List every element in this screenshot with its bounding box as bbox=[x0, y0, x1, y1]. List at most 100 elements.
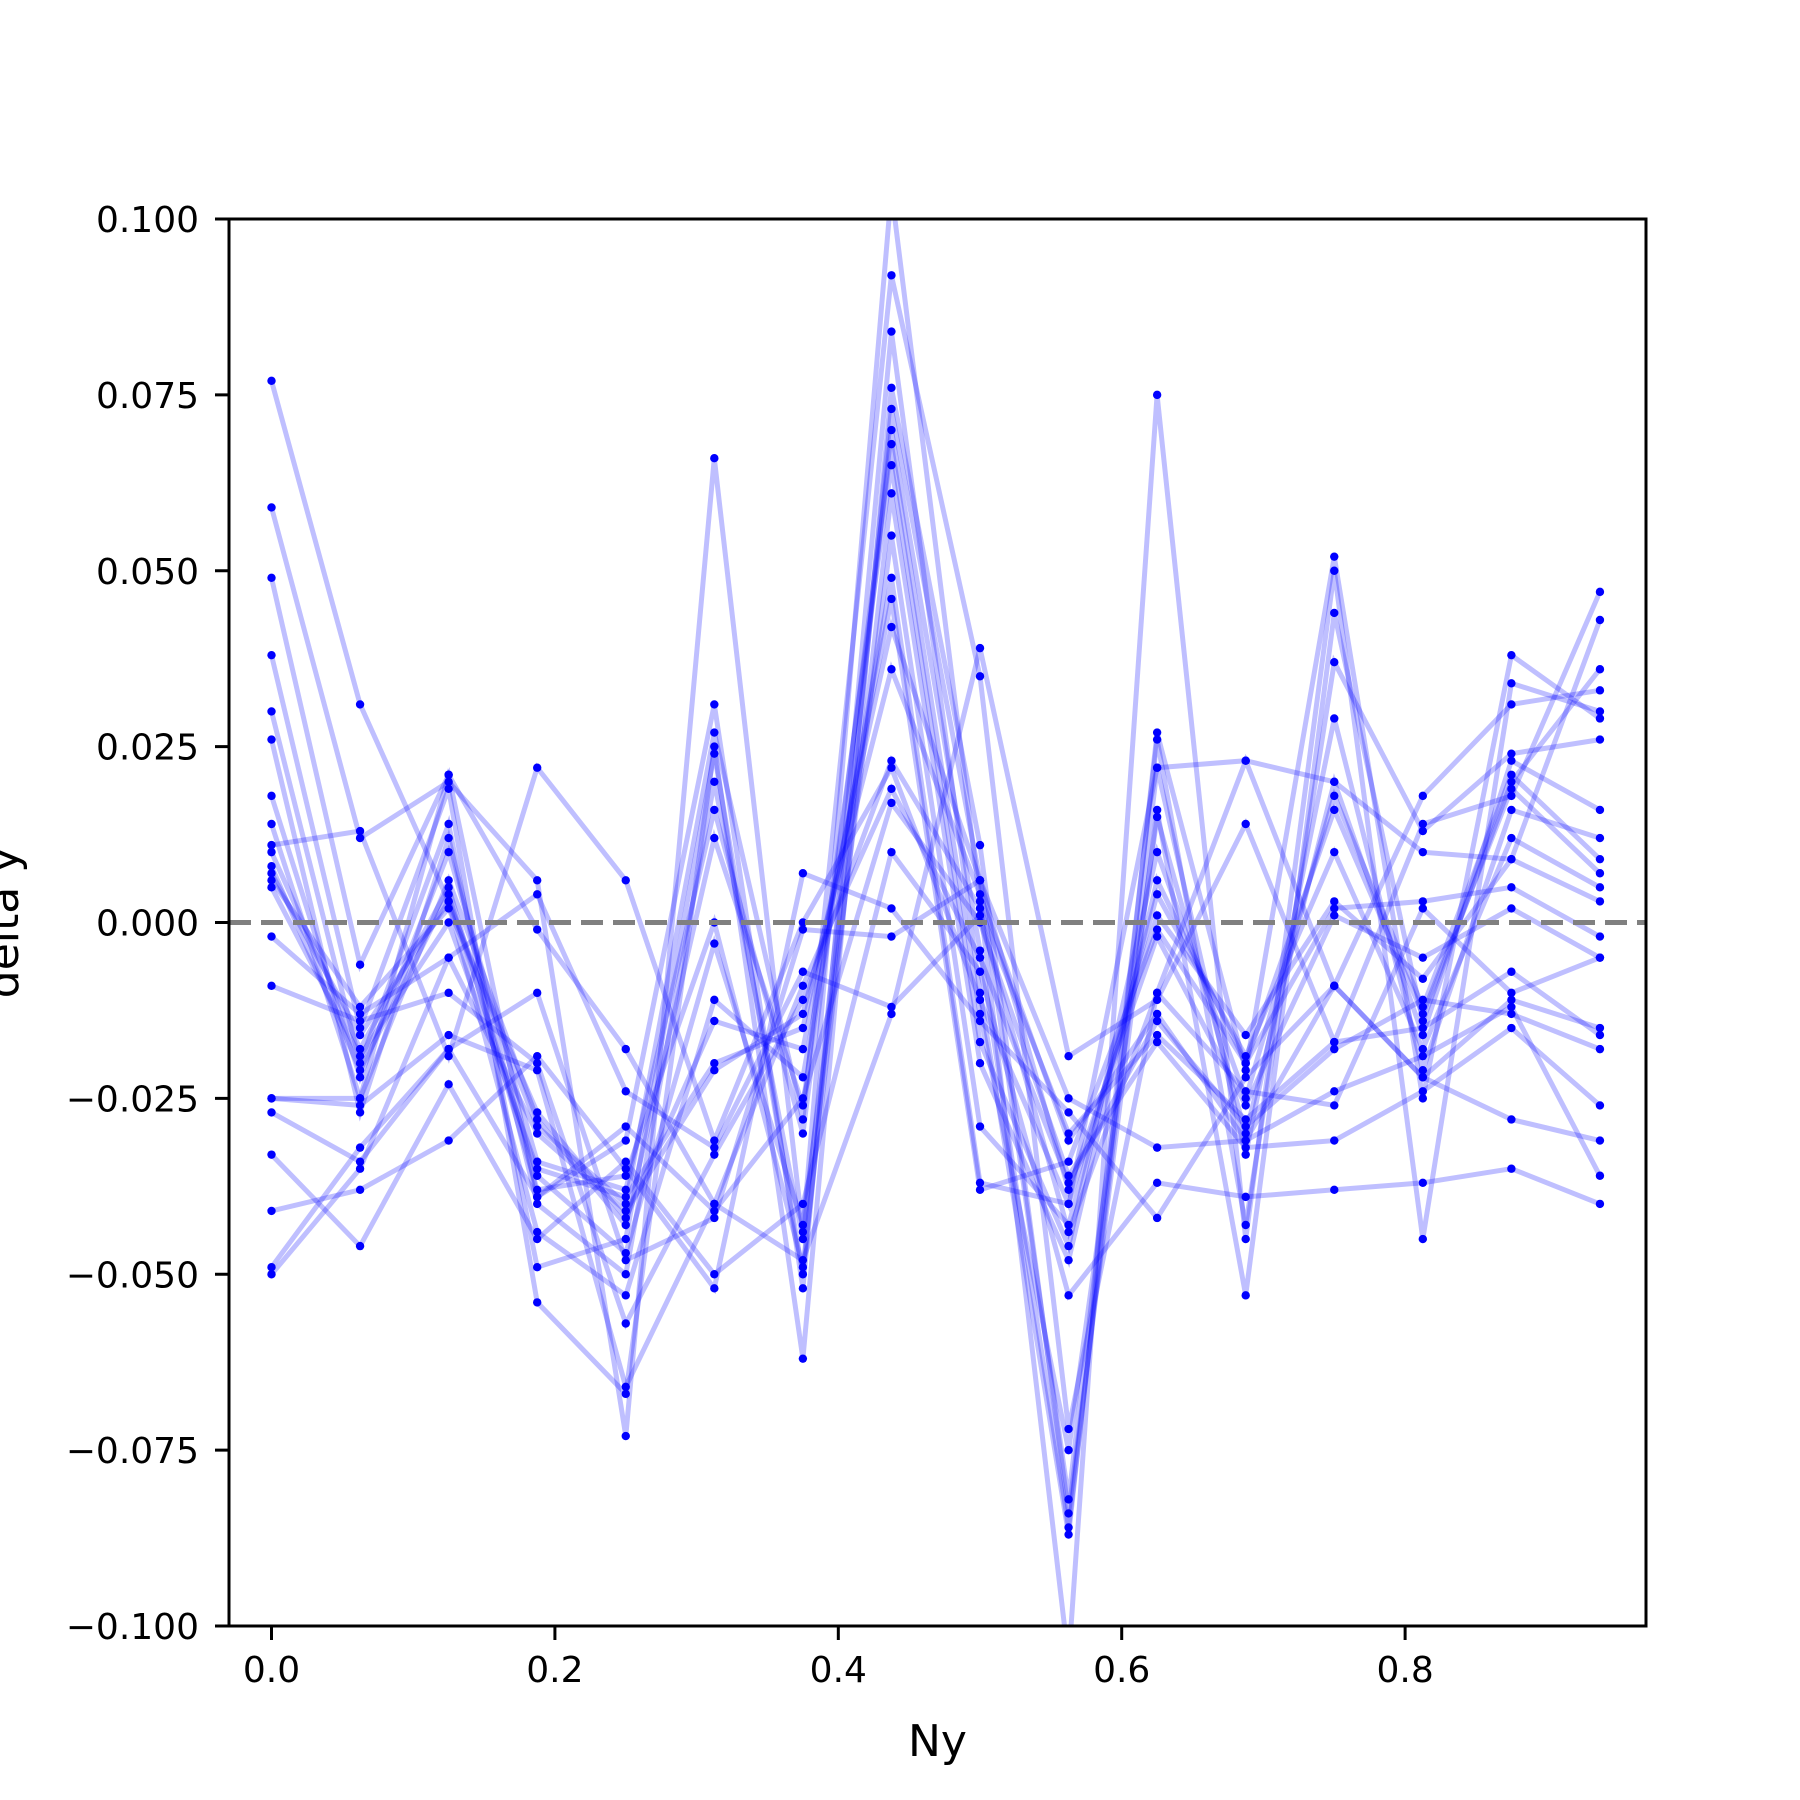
data-point bbox=[1418, 1234, 1428, 1244]
data-point bbox=[1507, 1009, 1516, 1019]
data-point bbox=[1064, 1530, 1073, 1539]
y-axis-label: delta y bbox=[0, 847, 29, 998]
data-point bbox=[621, 1234, 630, 1244]
data-point bbox=[267, 876, 276, 885]
data-point bbox=[710, 1213, 719, 1223]
data-point bbox=[710, 1270, 719, 1279]
data-point bbox=[1595, 953, 1605, 962]
data-point bbox=[621, 1199, 630, 1209]
data-point bbox=[444, 770, 453, 779]
data-point bbox=[1241, 1101, 1250, 1110]
data-point bbox=[532, 1115, 542, 1124]
data-point bbox=[1241, 1291, 1250, 1300]
data-point bbox=[1241, 756, 1250, 765]
data-point bbox=[887, 439, 896, 449]
data-point bbox=[1418, 953, 1428, 962]
data-point bbox=[1152, 995, 1162, 1005]
data-point bbox=[887, 489, 896, 498]
data-point bbox=[1330, 608, 1339, 618]
data-point bbox=[1507, 967, 1516, 976]
series-line-20 bbox=[269, 876, 1603, 1269]
data-point bbox=[710, 939, 719, 948]
data-point bbox=[1241, 1030, 1250, 1040]
data-point bbox=[710, 1059, 719, 1068]
data-point bbox=[975, 995, 985, 1005]
data-point bbox=[975, 643, 985, 653]
data-point bbox=[975, 904, 985, 913]
data-point bbox=[1507, 679, 1516, 688]
data-point bbox=[1418, 1073, 1428, 1082]
data-point bbox=[1507, 805, 1516, 815]
data-point bbox=[355, 826, 365, 836]
series-line-7 bbox=[269, 443, 1602, 1451]
x-tick-label: 0.0 bbox=[243, 1650, 300, 1691]
data-point bbox=[975, 1059, 985, 1068]
data-point bbox=[1507, 650, 1516, 660]
data-point bbox=[355, 1044, 365, 1054]
data-point bbox=[1064, 1199, 1073, 1209]
data-point bbox=[710, 1066, 719, 1075]
data-point bbox=[621, 1248, 630, 1258]
data-point bbox=[1595, 1171, 1605, 1180]
data-point bbox=[621, 1164, 630, 1173]
data-point bbox=[975, 1009, 985, 1019]
data-point bbox=[1064, 1157, 1073, 1166]
data-point bbox=[1064, 1495, 1073, 1504]
data-point bbox=[798, 1129, 808, 1138]
data-point bbox=[1595, 686, 1605, 695]
data-point bbox=[710, 700, 719, 709]
data-point bbox=[1152, 1213, 1162, 1223]
data-point bbox=[1507, 988, 1516, 998]
data-point bbox=[710, 749, 719, 758]
data-point bbox=[532, 1108, 542, 1117]
data-point bbox=[1064, 1136, 1073, 1145]
data-point bbox=[532, 1051, 542, 1061]
data-point bbox=[1064, 1241, 1073, 1251]
x-tick-label: 0.2 bbox=[526, 1650, 583, 1691]
data-point bbox=[798, 1255, 808, 1265]
data-point bbox=[975, 953, 985, 962]
data-point bbox=[1241, 819, 1250, 829]
data-point bbox=[1418, 1094, 1428, 1103]
data-point bbox=[1241, 1136, 1250, 1145]
data-point bbox=[355, 1101, 365, 1110]
data-point bbox=[1330, 714, 1339, 723]
y-tick-label: −0.050 bbox=[66, 1255, 199, 1296]
axes: −0.100 −0.075 −0.050 −0.025 0.000 0.025 0.050 0… bbox=[66, 200, 1648, 1691]
data-point bbox=[444, 784, 453, 794]
data-point bbox=[710, 1016, 719, 1026]
data-point bbox=[887, 763, 896, 772]
data-point bbox=[355, 1030, 365, 1040]
data-point bbox=[1152, 876, 1162, 885]
data-point bbox=[621, 1087, 630, 1096]
data-point bbox=[1064, 1424, 1073, 1434]
data-point bbox=[444, 876, 453, 885]
data-point bbox=[1330, 791, 1339, 801]
data-point bbox=[621, 1192, 630, 1202]
data-point bbox=[798, 1009, 808, 1019]
data-point bbox=[444, 918, 453, 927]
data-point bbox=[444, 1080, 453, 1089]
data-point bbox=[1064, 1523, 1073, 1532]
x-tick-label: 0.4 bbox=[810, 1650, 867, 1691]
data-point bbox=[1595, 665, 1605, 674]
data-point bbox=[1330, 1037, 1339, 1047]
data-point bbox=[887, 1009, 896, 1019]
data-point bbox=[355, 1157, 365, 1166]
data-point bbox=[355, 1066, 365, 1075]
data-point bbox=[267, 1150, 276, 1159]
data-point bbox=[532, 1157, 542, 1166]
data-point bbox=[267, 847, 276, 857]
data-point bbox=[975, 840, 985, 850]
data-point bbox=[1595, 615, 1605, 625]
data-point bbox=[1330, 1136, 1339, 1145]
data-point bbox=[1595, 869, 1605, 878]
data-point bbox=[710, 1284, 719, 1293]
data-point bbox=[532, 876, 542, 885]
data-point bbox=[798, 1094, 808, 1103]
data-point bbox=[1241, 1150, 1250, 1159]
data-point bbox=[1507, 784, 1516, 794]
data-point bbox=[621, 1213, 630, 1223]
